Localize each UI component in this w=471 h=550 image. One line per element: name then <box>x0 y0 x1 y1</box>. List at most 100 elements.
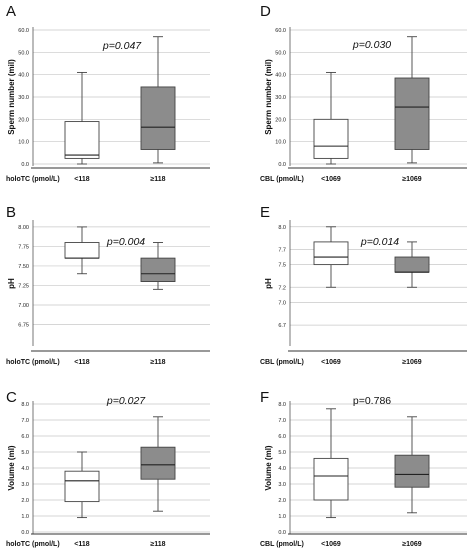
category-label: <118 <box>74 541 89 548</box>
category-label: ≥118 <box>150 541 165 548</box>
y-tick-label: 6.0 <box>278 434 286 440</box>
p-value-label: p=0.027 <box>106 395 146 407</box>
y-tick-label: 3.0 <box>278 482 286 488</box>
y-axis-title: Volume (ml) <box>7 445 16 491</box>
y-tick-label: 50.0 <box>275 50 286 56</box>
p-value-label: p=0.030 <box>352 39 391 51</box>
panel-d: D 0.0 10.0 20.0 30.0 40.0 50.0 60.0 Sperm number… <box>260 3 467 183</box>
panel-letter: D <box>260 3 271 20</box>
group-label: holoTC (pmol/L) <box>6 359 60 366</box>
box-iqr <box>394 454 430 488</box>
y-tick-label: 50.0 <box>18 50 29 56</box>
box-iqr <box>394 256 430 273</box>
y-tick-label: 30.0 <box>275 95 286 101</box>
y-tick-label: 8.0 <box>21 402 29 408</box>
box-high-group <box>394 36 430 164</box>
y-tick-label: 60.0 <box>275 28 286 34</box>
panel-c: C 0.0 1.0 2.0 3.0 4.0 5.0 6.0 7.0 8.0 Volume (ml) p… <box>6 389 210 548</box>
y-tick-label: 5.0 <box>21 450 29 456</box>
box-iqr <box>64 121 100 159</box>
panel-letter: C <box>6 389 17 406</box>
y-tick-label: 2.0 <box>21 498 29 504</box>
y-tick-label: 10.0 <box>18 140 29 146</box>
y-tick-label: 20.0 <box>18 117 29 123</box>
y-axis-title: Volume (ml) <box>264 445 273 491</box>
y-tick-label: 2.0 <box>278 498 286 504</box>
box-iqr <box>394 77 430 150</box>
box-high-group <box>140 242 176 290</box>
box-iqr <box>140 446 176 480</box>
box-high-group <box>140 36 176 164</box>
y-tick-label: 5.0 <box>278 450 286 456</box>
y-tick-label: 0.0 <box>21 162 29 168</box>
group-label: holoTC (pmol/L) <box>6 541 60 548</box>
box-iqr <box>313 241 349 266</box>
category-label: ≥1069 <box>402 541 422 548</box>
y-tick-label: 7.7 <box>278 247 286 253</box>
panel-letter: A <box>6 3 16 20</box>
box-iqr <box>64 242 100 259</box>
y-tick-label: 40.0 <box>18 73 29 79</box>
y-tick-label: 7.0 <box>278 300 286 306</box>
y-tick-label: 10.0 <box>275 140 286 146</box>
box-low-group <box>64 226 100 275</box>
y-tick-label: 0.0 <box>278 530 286 536</box>
category-label: <118 <box>74 176 89 183</box>
p-value-label: p=0.004 <box>106 236 145 248</box>
box-high-group <box>394 416 430 514</box>
box-iqr <box>140 257 176 282</box>
box-low-group <box>313 408 349 519</box>
y-tick-label: 0.0 <box>278 162 286 168</box>
box-iqr <box>313 457 349 501</box>
y-tick-label: 6.0 <box>21 434 29 440</box>
y-tick-label: 7.2 <box>278 285 286 291</box>
y-tick-label: 0.0 <box>21 530 29 536</box>
y-axis-title: Sperm number (mil) <box>7 59 16 135</box>
y-tick-label: 3.0 <box>21 482 29 488</box>
y-tick-label: 1.0 <box>278 514 286 520</box>
y-tick-label: 8.00 <box>18 225 29 231</box>
group-label: CBL (pmol/L) <box>260 359 304 366</box>
category-label: ≥118 <box>150 176 165 183</box>
p-value-label: p=0.014 <box>360 236 399 248</box>
category-label: <1069 <box>321 359 341 366</box>
box-iqr <box>64 470 100 503</box>
y-tick-label: 30.0 <box>18 95 29 101</box>
category-label: ≥1069 <box>402 176 422 183</box>
y-axis-title: Sperm number (mil) <box>264 59 273 135</box>
y-tick-label: 8.0 <box>278 225 286 231</box>
panel-letter: B <box>6 204 16 221</box>
box-low-group <box>64 451 100 519</box>
category-label: <118 <box>74 359 89 366</box>
y-tick-label: 4.0 <box>278 466 286 472</box>
y-tick-label: 8.0 <box>278 402 286 408</box>
panel-b: B 6.75 7.00 7.25 7.50 7.75 8.00 pH p=0.004 holoTC… <box>6 204 210 366</box>
y-tick-label: 4.0 <box>21 466 29 472</box>
y-tick-label: 6.75 <box>18 322 29 328</box>
p-value-label: p=0.786 <box>353 395 391 407</box>
y-tick-label: 60.0 <box>18 28 29 34</box>
category-label: <1069 <box>321 541 341 548</box>
box-low-group <box>64 71 100 165</box>
y-tick-label: 40.0 <box>275 73 286 79</box>
y-axis-title: pH <box>264 278 273 289</box>
box-iqr <box>140 86 176 150</box>
group-label: CBL (pmol/L) <box>260 541 304 548</box>
y-tick-label: 7.50 <box>18 264 29 270</box>
y-tick-label: 1.0 <box>21 514 29 520</box>
box-low-group <box>313 226 349 288</box>
y-tick-label: 20.0 <box>275 117 286 123</box>
y-tick-label: 6.7 <box>278 323 286 329</box>
group-label: holoTC (pmol/L) <box>6 176 60 183</box>
y-tick-label: 7.00 <box>18 303 29 309</box>
box-high-group <box>140 416 176 512</box>
group-label: CBL (pmol/L) <box>260 176 304 183</box>
y-tick-label: 7.25 <box>18 283 29 289</box>
y-tick-label: 7.5 <box>278 263 286 269</box>
box-high-group <box>394 241 430 288</box>
p-value-label: p=0.047 <box>102 40 142 52</box>
panel-e: E 6.7 7.0 7.2 7.5 7.7 8.0 pH p=0.014 CBL (pmol/L)… <box>260 204 467 366</box>
panel-f: F 0.0 1.0 2.0 3.0 4.0 5.0 6.0 7.0 8.0 Volume (ml) p… <box>260 389 467 548</box>
y-tick-label: 7.0 <box>278 418 286 424</box>
